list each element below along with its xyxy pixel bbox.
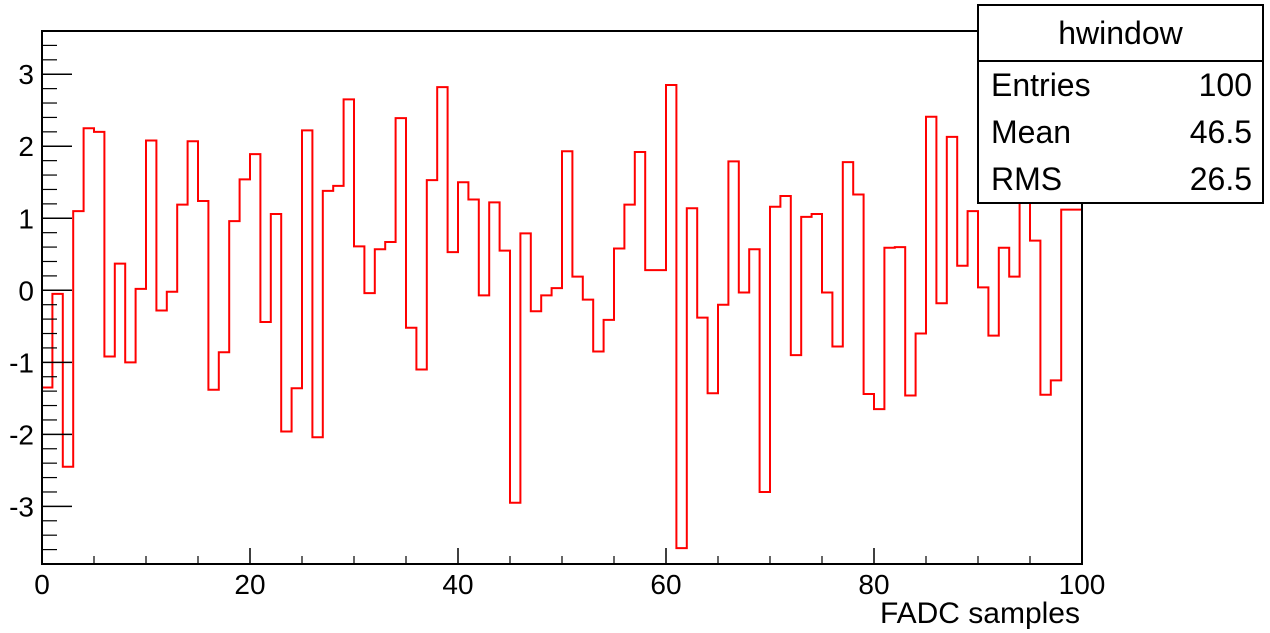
stats-entries-value: 100 (1198, 67, 1252, 103)
y-tick-label: -3 (9, 491, 34, 522)
stats-row-entries: Entries 100 (979, 62, 1262, 109)
y-tick-label: -1 (9, 347, 34, 378)
stats-entries-label: Entries (991, 67, 1091, 103)
x-axis-label: FADC samples (880, 597, 1080, 630)
x-tick-label: 100 (1059, 569, 1106, 600)
y-tick-label: 1 (18, 203, 34, 234)
histogram-line (42, 84, 1082, 550)
x-tick-label: 20 (234, 569, 265, 600)
stats-mean-label: Mean (991, 114, 1072, 150)
stats-title: hwindow (979, 6, 1262, 62)
x-tick-label: 60 (650, 569, 681, 600)
y-tick-label: 3 (18, 59, 34, 90)
stats-row-rms: RMS 26.5 (979, 156, 1262, 203)
stats-mean-value: 46.5 (1189, 114, 1252, 150)
y-tick-label: 0 (18, 275, 34, 306)
stats-rms-value: 26.5 (1189, 161, 1252, 197)
x-tick-label: 80 (858, 569, 889, 600)
y-tick-label: -2 (9, 419, 34, 450)
stats-row-mean: Mean 46.5 (979, 109, 1262, 156)
x-tick-label: 0 (34, 569, 50, 600)
stats-rms-label: RMS (991, 161, 1063, 197)
y-tick-label: 2 (18, 131, 34, 162)
stats-box: hwindow Entries 100 Mean 46.5 RMS 26.5 (977, 4, 1264, 204)
x-tick-label: 40 (442, 569, 473, 600)
